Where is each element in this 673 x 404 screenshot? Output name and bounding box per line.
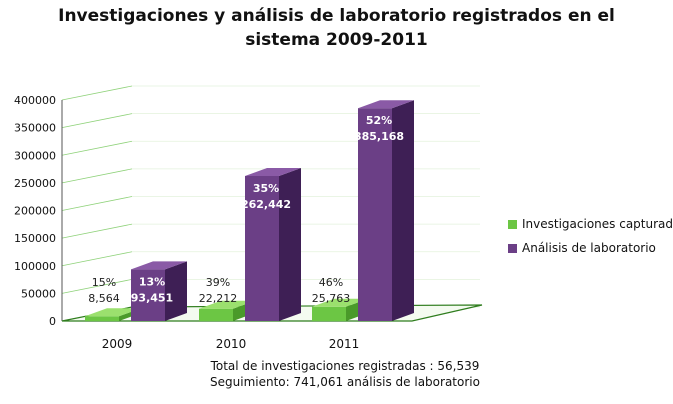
gridline-depth-3 bbox=[61, 223, 133, 239]
y-tick-label-2: 100000 bbox=[14, 260, 56, 273]
y-tick-label-7: 350000 bbox=[14, 122, 56, 135]
bar-analisis-2011 bbox=[358, 100, 414, 322]
bar-investigaciones-2009-front bbox=[85, 316, 119, 321]
x-tick-label-2011: 2011 bbox=[329, 337, 360, 351]
chart-footer: Total de investigaciones registradas : 5… bbox=[180, 358, 510, 390]
legend-label-0: Investigaciones capturadas bbox=[522, 217, 673, 231]
y-tick-label-5: 250000 bbox=[14, 177, 56, 190]
label-value-analisis-2010: 262,442 bbox=[241, 198, 291, 211]
legend-label-1: Análisis de laboratorio bbox=[522, 241, 656, 255]
chart-title: Investigaciones y análisis de laboratori… bbox=[0, 4, 673, 52]
y-tick-label-0: 0 bbox=[49, 315, 56, 328]
gridline-depth-5 bbox=[61, 168, 133, 184]
bar-analisis-2009 bbox=[131, 261, 187, 321]
y-tick-label-6: 300000 bbox=[14, 149, 56, 162]
footer-total-investigations: Total de investigaciones registradas : 5… bbox=[210, 359, 480, 373]
label-value-analisis-2009: 93,451 bbox=[131, 291, 173, 304]
legend-swatch-1 bbox=[508, 244, 517, 253]
footer-followup-analyses: Seguimiento: 741,061 análisis de laborat… bbox=[210, 375, 480, 389]
bar-analisis-2010 bbox=[245, 168, 301, 321]
gridline-depth-1 bbox=[61, 278, 133, 294]
x-tick-label-2009: 2009 bbox=[102, 337, 133, 351]
bar-analisis-2010-front bbox=[245, 176, 279, 321]
label-value-investigaciones-2009: 8,564 bbox=[88, 292, 120, 305]
bar-analisis-2011-side bbox=[392, 100, 414, 322]
chart-title-line1: Investigaciones y análisis de laboratori… bbox=[58, 6, 615, 26]
gridline-depth-7 bbox=[61, 113, 133, 129]
gridline-depth-4 bbox=[61, 196, 133, 211]
bar-analisis-2009-top bbox=[131, 261, 187, 270]
bar-investigaciones-2010-front bbox=[199, 308, 233, 321]
y-tick-label-3: 150000 bbox=[14, 232, 56, 245]
bar-investigaciones-2009-top bbox=[85, 308, 141, 317]
bar-investigaciones-2011-top bbox=[312, 298, 368, 307]
bar-analisis-2011-front bbox=[358, 108, 392, 322]
bar-investigaciones-2011 bbox=[312, 298, 368, 321]
label-value-investigaciones-2010: 22,212 bbox=[199, 292, 238, 305]
bar-investigaciones-2010-top bbox=[199, 300, 255, 309]
label-percent-investigaciones-2009: 15% bbox=[92, 276, 116, 289]
label-percent-investigaciones-2010: 39% bbox=[206, 276, 230, 289]
gridline-depth-2 bbox=[61, 251, 133, 267]
label-value-analisis-2011: 385,168 bbox=[354, 130, 404, 143]
gridline-depth-8 bbox=[61, 85, 133, 101]
label-percent-analisis-2011: 52% bbox=[366, 114, 392, 127]
legend-swatch-0 bbox=[508, 220, 517, 229]
label-percent-analisis-2010: 35% bbox=[253, 182, 279, 195]
y-tick-label-1: 50000 bbox=[21, 287, 56, 300]
bar-analisis-2009-side bbox=[165, 261, 187, 321]
label-percent-analisis-2009: 13% bbox=[139, 275, 165, 288]
y-tick-label-4: 200000 bbox=[14, 205, 56, 218]
gridline-depth-6 bbox=[61, 140, 133, 156]
bar-analisis-2011-top bbox=[358, 100, 414, 109]
bar-analisis-2010-top bbox=[245, 168, 301, 177]
x-tick-label-2010: 2010 bbox=[216, 337, 247, 351]
chart-title-line2: sistema 2009-2011 bbox=[245, 30, 428, 50]
label-value-investigaciones-2011: 25,763 bbox=[312, 292, 351, 305]
y-tick-label-8: 400000 bbox=[14, 94, 56, 107]
bar-analisis-2010-side bbox=[279, 168, 301, 321]
label-percent-investigaciones-2011: 46% bbox=[319, 276, 343, 289]
bar-analisis-2009-front bbox=[131, 269, 165, 321]
bar-investigaciones-2011-front bbox=[312, 306, 346, 321]
